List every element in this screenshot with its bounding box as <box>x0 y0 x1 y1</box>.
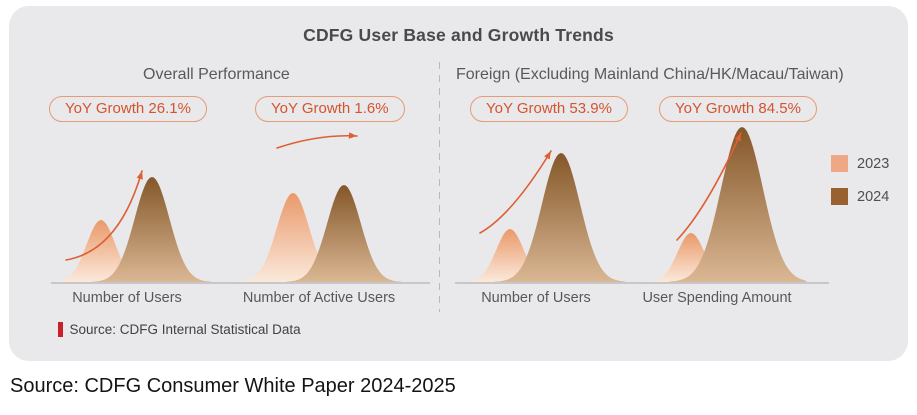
legend-item-2024: 2024 <box>831 188 889 205</box>
peak-2023 <box>644 233 738 282</box>
x-label-foreign-spending: User Spending Amount <box>642 290 792 306</box>
peak-chart-foreign-spending <box>644 127 807 282</box>
legend: 2023 2024 <box>831 155 889 221</box>
legend-item-2023: 2023 <box>831 155 889 172</box>
legend-label-2024: 2024 <box>857 188 890 205</box>
source-note: Source: CDFG Internal Statistical Data <box>58 322 301 337</box>
section-title-foreign: Foreign (Excluding Mainland China/HK/Mac… <box>456 66 844 83</box>
peak-2024 <box>285 185 403 282</box>
source-note-text: Source: CDFG Internal Statistical Data <box>69 322 301 337</box>
peak-chart-overall-active-users <box>236 132 403 282</box>
peak-2024 <box>494 153 626 282</box>
yoy-badge-foreign-users: YoY Growth 53.9% <box>470 96 628 122</box>
growth-arrow-head <box>136 171 143 180</box>
baseline-foreign <box>455 282 829 284</box>
chart-card: CDFG User Base and Growth Trends Overall… <box>9 6 908 361</box>
legend-swatch-2023 <box>831 155 848 172</box>
section-title-overall: Overall Performance <box>143 66 290 83</box>
growth-arrow <box>676 132 742 241</box>
page-caption: Source: CDFG Consumer White Paper 2024-2… <box>10 375 456 397</box>
growth-arrow <box>479 150 552 234</box>
peak-2024 <box>91 177 213 282</box>
legend-swatch-2024 <box>831 188 848 205</box>
red-bar-icon <box>58 322 63 337</box>
x-label-overall-active-users: Number of Active Users <box>242 290 396 306</box>
yoy-badge-foreign-spending: YoY Growth 84.5% <box>659 96 817 122</box>
baseline-overall <box>51 282 430 284</box>
growth-arrow-head <box>734 133 741 142</box>
peak-2024 <box>669 127 807 282</box>
yoy-badge-overall-users: YoY Growth 26.1% <box>49 96 207 122</box>
growth-arrow-head <box>348 132 357 139</box>
growth-arrow-head <box>544 151 551 160</box>
yoy-badge-overall-active-users: YoY Growth 1.6% <box>255 96 405 122</box>
growth-arrow <box>65 170 143 261</box>
peak-chart-overall-users <box>50 170 213 282</box>
chart-title: CDFG User Base and Growth Trends <box>303 25 614 45</box>
section-divider <box>439 62 440 312</box>
peak-2023 <box>236 193 350 282</box>
peak-chart-foreign-users <box>462 150 626 282</box>
x-label-foreign-users: Number of Users <box>481 290 591 306</box>
growth-arrow <box>276 134 358 149</box>
legend-label-2023: 2023 <box>857 155 890 172</box>
x-label-overall-users: Number of Users <box>72 290 182 306</box>
peak-2023 <box>50 220 152 282</box>
peak-2023 <box>462 229 558 282</box>
